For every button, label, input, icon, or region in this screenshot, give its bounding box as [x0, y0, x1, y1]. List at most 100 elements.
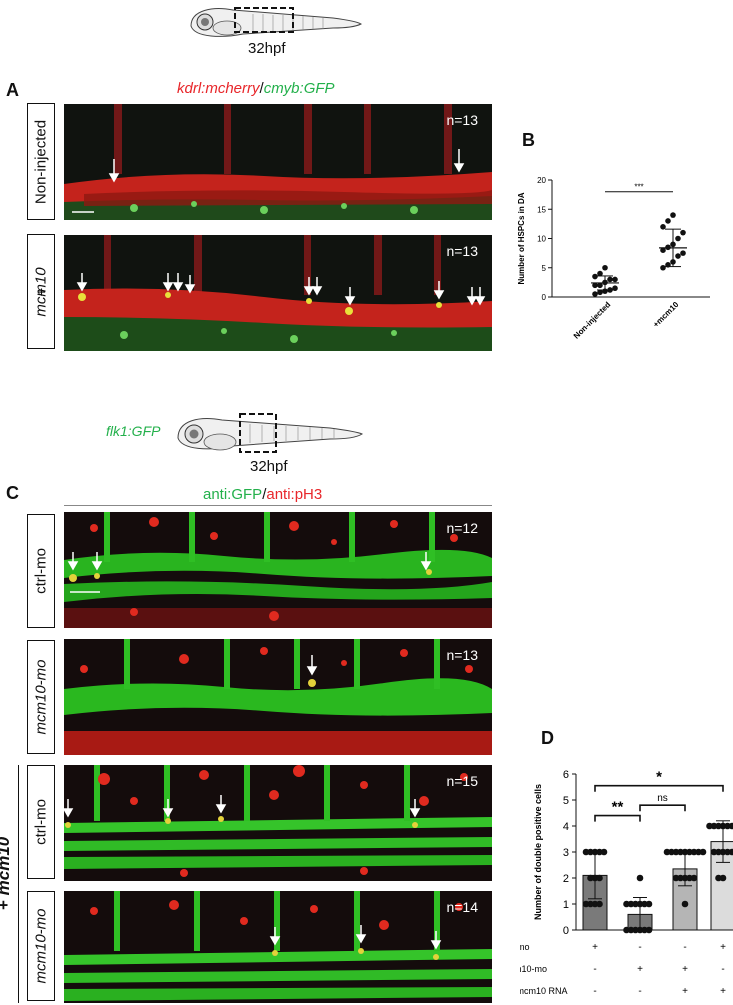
significance-bracket [639, 804, 686, 812]
data-point [597, 270, 603, 277]
data-point [582, 900, 590, 908]
condition-value: + [682, 964, 688, 975]
panel-letter-b: B [522, 130, 535, 150]
data-point [582, 848, 590, 856]
data-point [681, 900, 689, 908]
data-point [715, 874, 722, 882]
x-tick-label: +mcm10 [651, 300, 681, 330]
y-tick-label: 5 [563, 795, 569, 807]
data-point [612, 276, 618, 283]
data-point [660, 264, 666, 271]
y-tick-label: 0 [563, 925, 569, 937]
significance-bracket [594, 784, 724, 792]
chart-b: 0 5 10 15 20 Number of HSPCs in DA Non-injecte… [517, 176, 710, 341]
panel-c-title-rule [64, 505, 492, 506]
data-point [680, 229, 686, 236]
y-tick-label: 6 [563, 769, 569, 781]
data-point [710, 848, 718, 856]
y-tick-label: 2 [563, 873, 569, 885]
significance-label: ** [612, 799, 624, 816]
data-point [623, 900, 630, 908]
condition-value: + [720, 986, 726, 997]
title-cmyb: cmyb:GFP [263, 80, 335, 97]
significance-label: *** [634, 183, 643, 192]
data-point [602, 264, 608, 271]
data-point [665, 218, 671, 224]
data-point [612, 285, 618, 292]
y-axis-label: Number of double positive cells [533, 784, 543, 920]
data-point [596, 900, 603, 908]
y-tick-label: 0 [542, 293, 547, 302]
micrograph-a-mcm10: n=13 [64, 235, 492, 351]
flk-label: flk1:GFP [106, 423, 161, 439]
condition-value: + [720, 942, 726, 953]
micrograph-a-noninjected: n=13 [64, 104, 492, 220]
n-count-c1: n=12 [446, 520, 478, 536]
micrograph-c2: n=13 [64, 639, 492, 755]
data-point [728, 822, 733, 830]
data-point [597, 282, 603, 289]
y-tick-label: 1 [563, 899, 569, 911]
significance-label: ns [657, 793, 668, 804]
data-point [680, 250, 686, 256]
significance-bracket [594, 814, 641, 822]
y-axis-label: Number of HSPCs in DA [517, 192, 526, 284]
condition-label: ctrl-mo [520, 942, 530, 952]
condition-value: - [638, 942, 641, 953]
group-label-mcm10: + mcm10 [0, 836, 13, 910]
data-point [699, 848, 707, 856]
condition-value: + [592, 942, 598, 953]
data-point [663, 848, 671, 856]
x-tick-label: Non-injected [572, 300, 613, 341]
data-point [728, 848, 733, 856]
condition-value: + [682, 986, 688, 997]
y-tick-label: 10 [537, 235, 546, 244]
row-label-c3: ctrl-mo [27, 765, 55, 879]
row-label-c1: ctrl-mo [27, 514, 55, 628]
data-point [600, 848, 608, 856]
data-point [596, 874, 603, 882]
y-tick-label: 20 [537, 176, 546, 185]
row-label-c2: mcm10-mo [27, 640, 55, 754]
data-point [645, 900, 653, 908]
data-point [592, 273, 598, 280]
panel-c-title: anti:GFP/anti:pH3 [203, 486, 323, 503]
condition-value: - [593, 986, 596, 997]
condition-value: - [638, 986, 641, 997]
micrograph-c4: n=14 [64, 891, 492, 1003]
stage-label-a: 32hpf [248, 40, 286, 57]
zebrafish-embryo-icon-a [183, 0, 363, 42]
title-sep: / [259, 80, 264, 97]
condition-label: mcm10-mo [520, 964, 547, 974]
condition-value: - [683, 942, 686, 953]
data-point [636, 874, 644, 882]
row-label-c4: mcm10-mo [27, 891, 55, 1001]
condition-value: + [637, 964, 643, 975]
significance-label: * [656, 769, 662, 786]
n-count-a1: n=13 [446, 112, 478, 128]
title-kdrl: kdrl:mcherry [177, 80, 260, 97]
data-point [587, 874, 594, 882]
data-point [660, 247, 666, 253]
row-label-noninjected: Non-injected [27, 103, 55, 220]
y-tick-label: 5 [542, 264, 547, 273]
data-point [645, 926, 653, 934]
stage-label-c: 32hpf [250, 458, 288, 475]
data-point [690, 874, 698, 882]
condition-value: - [593, 964, 596, 975]
data-point [675, 253, 681, 259]
panel-letter-a: A [6, 80, 19, 100]
data-point [607, 276, 613, 283]
y-tick-label: 4 [563, 821, 569, 833]
data-point [672, 874, 680, 882]
condition-label: full-mcm10 RNA [520, 986, 568, 996]
condition-value: - [721, 964, 724, 975]
panel-letter-d: D [541, 728, 554, 748]
data-point [592, 282, 598, 289]
panel-a-title: kdrl:mcherry/cmyb:GFP [177, 80, 335, 97]
micrograph-c1: n=12 [64, 512, 492, 628]
n-count-c2: n=13 [446, 647, 478, 663]
micrograph-c3: n=15 [64, 765, 492, 881]
data-point [670, 212, 676, 218]
data-point [623, 926, 630, 934]
